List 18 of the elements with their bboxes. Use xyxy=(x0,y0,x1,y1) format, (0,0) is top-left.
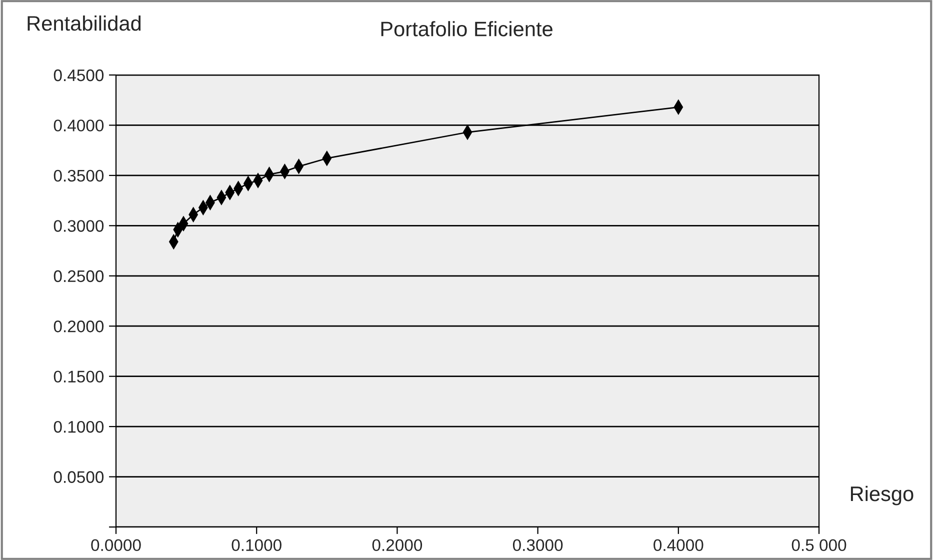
y-tick-label: 0.0500 xyxy=(54,471,104,483)
y-tick-label: 0.2500 xyxy=(54,270,104,282)
y-tick-label: 0.3500 xyxy=(54,170,104,182)
y-tick-label: 0.1000 xyxy=(54,420,104,433)
y-tick-label: 0.1500 xyxy=(54,370,104,383)
y-tick-label: 0.4000 xyxy=(54,120,104,132)
x-tick-label: 0.4000 xyxy=(654,539,704,552)
y-tick-label: 0.4500 xyxy=(54,69,104,82)
x-tick-label: 0.1000 xyxy=(232,539,282,552)
chart-title: Portafolio Eficiente xyxy=(381,21,552,36)
x-tick-label: 0.5 000 xyxy=(792,539,846,552)
y-tick-label: 0.3000 xyxy=(54,220,104,232)
x-tick-label: 0.3000 xyxy=(512,539,563,552)
x-tick-label: 0.2000 xyxy=(372,539,422,552)
x-tick-label: 0.0000 xyxy=(91,539,141,552)
y-axis-title: Rentabilidad xyxy=(28,15,141,31)
x-axis-title: Riesgo xyxy=(850,486,914,506)
y-tick-label: 0.2000 xyxy=(54,320,104,332)
